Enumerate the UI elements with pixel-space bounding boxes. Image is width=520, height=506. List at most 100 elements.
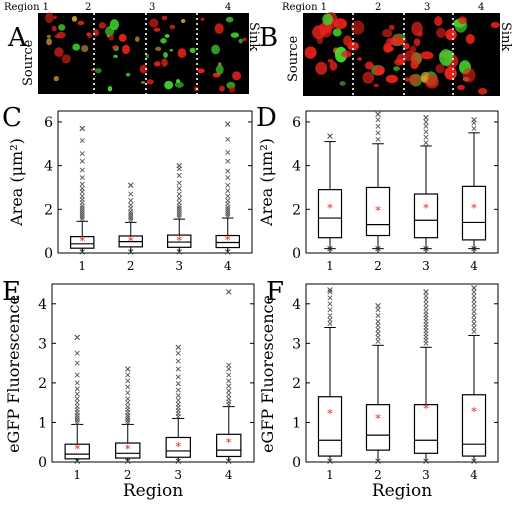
outlier-point — [175, 350, 181, 356]
cell-blob — [93, 29, 99, 37]
min-marker — [375, 245, 381, 252]
cell-blob — [112, 45, 118, 50]
y-tick-label: 2 — [292, 202, 301, 218]
cell-blob — [327, 59, 334, 63]
y-tick-label: 4 — [292, 297, 301, 313]
outlier-point — [175, 358, 181, 364]
cell-blob — [215, 64, 224, 75]
box-3: * — [165, 344, 191, 464]
y-tick-label: 0 — [292, 455, 301, 471]
cell-blob — [382, 29, 393, 38]
x-tick-label: 3 — [174, 468, 182, 482]
sink-label-a: Sink — [246, 22, 261, 51]
iqr-box — [165, 436, 191, 458]
y-tick-label: 1 — [38, 415, 47, 431]
box-2: * — [115, 366, 141, 464]
cell-blob — [339, 81, 346, 86]
y-tick-label: 2 — [292, 376, 301, 392]
outlier-point — [125, 404, 131, 410]
outlier-point — [471, 297, 477, 303]
outlier-point — [125, 378, 131, 384]
mean-marker: * — [471, 202, 477, 215]
cell-blob — [58, 24, 66, 31]
outlier-point — [79, 207, 85, 213]
outlier-point — [327, 313, 333, 319]
mean-marker: * — [375, 204, 381, 217]
x-tick-label: 4 — [470, 468, 478, 482]
iqr-box — [461, 394, 487, 457]
cell-blob — [219, 85, 225, 92]
outlier-point — [375, 130, 381, 136]
outlier-point — [79, 210, 85, 216]
image-panel-a: A Region 1 2 3 4 Source Sink — [4, 2, 261, 94]
mean-marker: * — [177, 234, 183, 247]
outlier-point — [225, 175, 231, 181]
cell-blob — [477, 88, 488, 95]
x-tick-label: 1 — [78, 259, 86, 273]
outlier-point — [471, 328, 477, 334]
cell-blob — [436, 27, 446, 38]
outlier-point — [375, 323, 381, 329]
cell-blob — [46, 38, 52, 46]
cell-blob — [113, 54, 118, 59]
cell-blob — [53, 15, 57, 20]
box-2: * — [118, 182, 143, 255]
cell-blob — [315, 61, 328, 75]
cell-blob — [230, 32, 240, 38]
outlier-point — [79, 205, 85, 211]
chart-panel-f: F 0 1 2 3 4 eGFP Fluorescence 1 2 3 4 Region * * * * — [258, 277, 499, 501]
cell-blob — [410, 60, 419, 70]
outlier-point — [74, 404, 80, 410]
cell-blob — [146, 79, 154, 85]
outlier-point — [471, 289, 477, 295]
outlier-point — [375, 313, 381, 319]
outlier-point — [226, 289, 232, 295]
x-tick-label: 2 — [374, 468, 382, 482]
mean-marker: * — [80, 235, 86, 248]
outlier-point — [327, 295, 333, 301]
min-marker — [471, 245, 477, 252]
outlier-point — [176, 180, 182, 186]
outlier-point — [423, 115, 429, 121]
outlier-point — [225, 136, 231, 142]
outlier-point — [225, 121, 231, 127]
outlier-point — [74, 417, 80, 423]
outlier-point — [225, 149, 231, 156]
cell-blob — [81, 45, 89, 53]
micrograph-b-cells — [304, 12, 500, 95]
outlier-point — [125, 366, 131, 372]
sink-label-b: Sink — [498, 22, 513, 51]
min-marker — [128, 249, 134, 255]
chart-panel-c: C 0 2 4 6 Area (μm²) 1 2 3 4 * * * * — [2, 103, 253, 273]
min-marker — [375, 458, 381, 464]
box-4: * — [461, 285, 487, 464]
outlier-point — [226, 366, 232, 372]
x-tick-label: 3 — [175, 259, 183, 273]
outlier-point — [327, 317, 333, 323]
outlier-point — [79, 125, 85, 131]
image-panel-b: B Region 1 2 3 4 Source Sink — [259, 2, 513, 96]
y-tick-label: 0 — [292, 246, 301, 262]
y-axis-label-f: eGFP Fluorescence — [258, 295, 277, 453]
outlier-point — [471, 305, 477, 311]
outlier-point — [125, 384, 131, 390]
cell-blob — [125, 72, 131, 77]
cell-blob — [197, 68, 205, 74]
mean-marker: * — [327, 408, 333, 421]
cell-blob — [77, 20, 85, 26]
iqr-box — [413, 193, 439, 239]
cell-blob — [140, 81, 146, 84]
box-2: * — [365, 111, 391, 252]
mean-marker: * — [327, 202, 333, 215]
min-marker — [423, 245, 429, 252]
min-marker — [176, 249, 182, 255]
min-marker — [226, 458, 232, 464]
cell-blob — [394, 34, 402, 42]
cell-blob — [174, 81, 184, 88]
min-marker — [225, 249, 231, 255]
outlier-point — [79, 151, 85, 157]
outlier-point — [175, 381, 181, 387]
outlier-point — [79, 158, 85, 164]
min-marker — [327, 245, 333, 252]
cell-blob — [45, 12, 54, 24]
